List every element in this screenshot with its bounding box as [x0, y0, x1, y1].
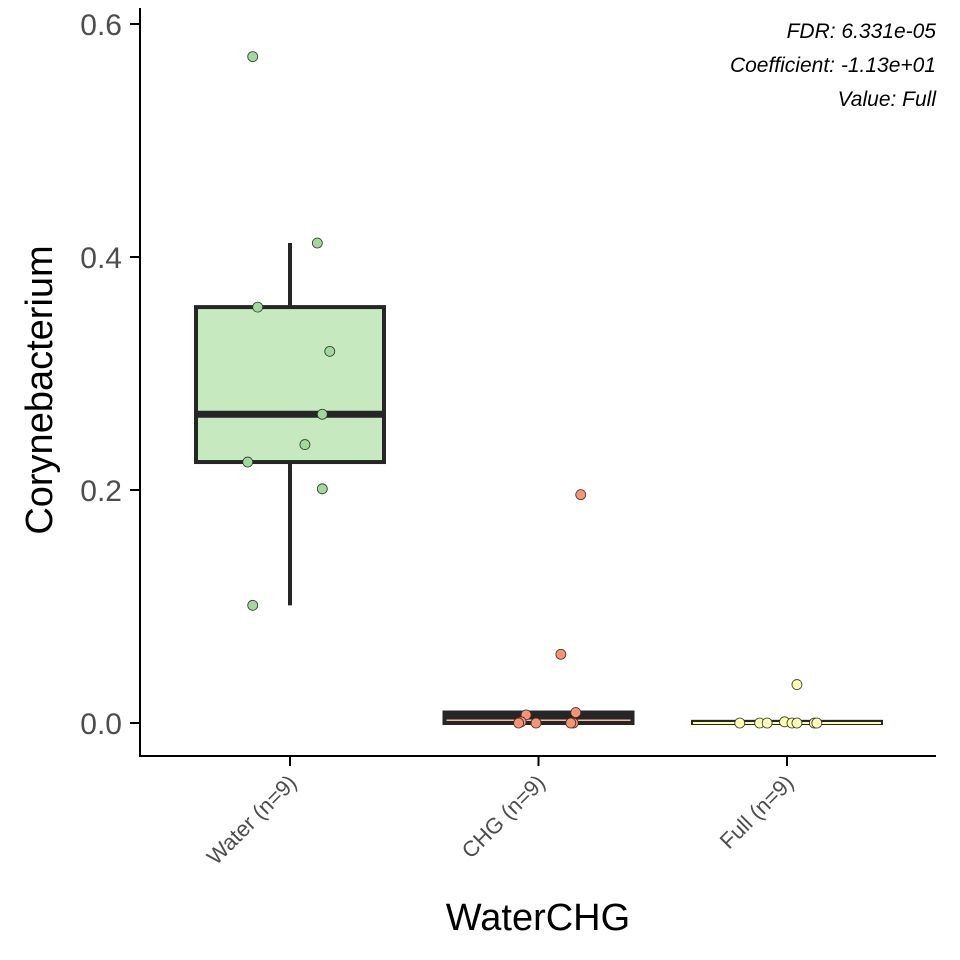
- x-axis-title: WaterCHG: [446, 897, 630, 939]
- data-point: [311, 237, 323, 249]
- data-point: [791, 717, 803, 729]
- y-tick-label: 0.2: [80, 475, 122, 508]
- data-point: [316, 408, 328, 420]
- points-layer: [242, 51, 823, 729]
- data-point: [555, 648, 567, 660]
- data-point: [247, 51, 259, 63]
- x-tick-label: CHG (n=9): [457, 770, 550, 863]
- data-point: [299, 439, 311, 450]
- data-point: [565, 717, 577, 729]
- data-point: [791, 679, 803, 690]
- data-point: [530, 717, 542, 729]
- data-point: [247, 599, 259, 611]
- data-point: [570, 707, 582, 718]
- data-point: [575, 489, 587, 501]
- x-axis-ticks: Water (n=9) CHG (n=9) Full (n=9): [202, 756, 799, 870]
- x-tick-label: Full (n=9): [715, 770, 799, 854]
- annotation-line: Value: Full: [838, 88, 938, 111]
- data-point: [316, 483, 328, 495]
- boxplot-layer: [194, 243, 883, 726]
- y-tick-label: 0.0: [80, 708, 122, 741]
- y-axis-title: Corynebacterium: [19, 245, 61, 534]
- y-tick-label: 0.6: [80, 9, 122, 42]
- data-point: [761, 717, 773, 729]
- x-tick-label: Water (n=9): [202, 770, 302, 870]
- data-point: [242, 456, 254, 468]
- data-point: [252, 301, 264, 313]
- y-axis-ticks: 0.0 0.2 0.4 0.6: [80, 9, 140, 741]
- annotation-block: FDR: 6.331e-05 Coefficient: -1.13e+01 Valu…: [730, 20, 937, 111]
- data-point: [811, 717, 823, 729]
- box-0: [194, 305, 386, 465]
- data-point: [324, 345, 336, 357]
- data-point: [513, 717, 525, 729]
- annotation-line: FDR: 6.331e-05: [787, 20, 937, 43]
- y-tick-label: 0.4: [80, 242, 122, 275]
- annotation-line: Coefficient: -1.13e+01: [730, 54, 936, 77]
- data-point: [734, 717, 746, 729]
